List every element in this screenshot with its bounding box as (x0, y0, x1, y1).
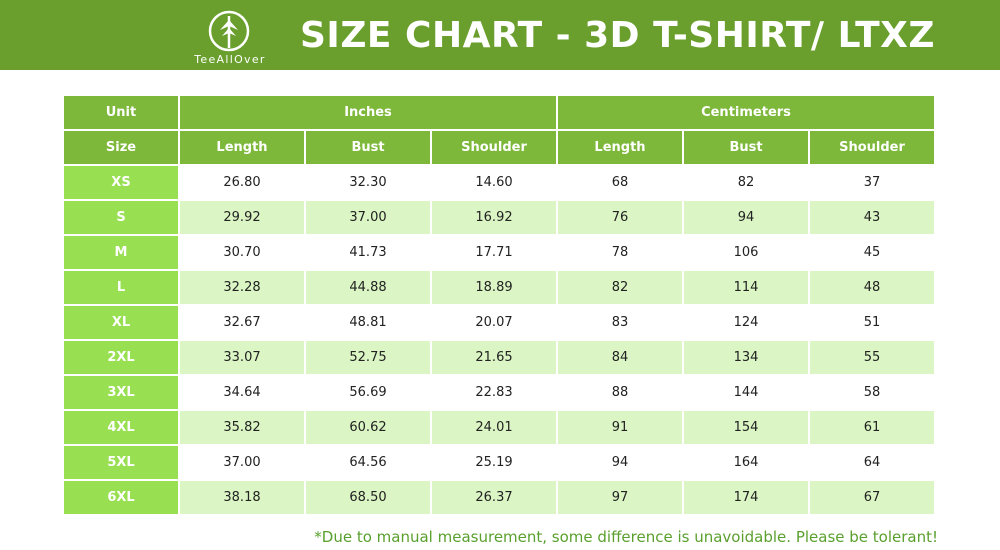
table-cell: 114 (682, 269, 810, 306)
table-cell: 45 (808, 234, 936, 271)
table-cell: 25.19 (430, 444, 558, 481)
table-cell: 32.28 (178, 269, 306, 306)
table-cell: 32.30 (304, 164, 432, 201)
table-cell: 37.00 (178, 444, 306, 481)
tree-circle-logo-icon (208, 10, 250, 52)
table-cell: 58 (808, 374, 936, 411)
table-cell: 20.07 (430, 304, 558, 341)
table-cell: 41.73 (304, 234, 432, 271)
table-cell: 94 (682, 199, 810, 236)
table-cell: 24.01 (430, 409, 558, 446)
table-cell: 60.62 (304, 409, 432, 446)
size-cell: 2XL (62, 339, 180, 376)
size-cell: S (62, 199, 180, 236)
table-row: XL 32.67 48.81 20.07 83 124 51 (62, 304, 936, 341)
table-cell: 68.50 (304, 479, 432, 516)
measurement-note: *Due to manual measurement, some differe… (314, 528, 938, 546)
table-cell: 124 (682, 304, 810, 341)
table-cell: 37 (808, 164, 936, 201)
table-cell: 97 (556, 479, 684, 516)
table-row: 3XL 34.64 56.69 22.83 88 144 58 (62, 374, 936, 411)
size-cell: 4XL (62, 409, 180, 446)
table-cell: 32.67 (178, 304, 306, 341)
size-cell: XL (62, 304, 180, 341)
table-row: 5XL 37.00 64.56 25.19 94 164 64 (62, 444, 936, 481)
column-header: Bust (682, 129, 810, 166)
size-chart-table: Unit Inches Centimeters Size Length Bust… (62, 94, 936, 516)
size-cell: M (62, 234, 180, 271)
table-row: L 32.28 44.88 18.89 82 114 48 (62, 269, 936, 306)
table-row: 2XL 33.07 52.75 21.65 84 134 55 (62, 339, 936, 376)
table-row: 6XL 38.18 68.50 26.37 97 174 67 (62, 479, 936, 516)
page-title: SIZE CHART - 3D T-SHIRT/ LTXZ (300, 15, 935, 56)
table-cell: 35.82 (178, 409, 306, 446)
table-cell: 91 (556, 409, 684, 446)
table-cell: 106 (682, 234, 810, 271)
size-cell: 5XL (62, 444, 180, 481)
table-cell: 83 (556, 304, 684, 341)
column-header: Shoulder (430, 129, 558, 166)
column-header: Bust (304, 129, 432, 166)
table-row: XS 26.80 32.30 14.60 68 82 37 (62, 164, 936, 201)
table-cell: 134 (682, 339, 810, 376)
inches-group-header: Inches (178, 94, 558, 131)
table-cell: 64.56 (304, 444, 432, 481)
table-cell: 26.80 (178, 164, 306, 201)
column-header: Length (178, 129, 306, 166)
table-cell: 48 (808, 269, 936, 306)
table-cell: 16.92 (430, 199, 558, 236)
table-cell: 30.70 (178, 234, 306, 271)
table-cell: 26.37 (430, 479, 558, 516)
centimeters-group-header: Centimeters (556, 94, 936, 131)
unit-label: Unit (62, 94, 180, 131)
table-cell: 52.75 (304, 339, 432, 376)
table-cell: 51 (808, 304, 936, 341)
table-cell: 82 (682, 164, 810, 201)
brand-name: TeeAllOver (194, 53, 266, 66)
table-cell: 18.89 (430, 269, 558, 306)
column-header: Shoulder (808, 129, 936, 166)
table-cell: 64 (808, 444, 936, 481)
size-cell: 6XL (62, 479, 180, 516)
column-header-row: Size Length Bust Shoulder Length Bust Sh… (62, 129, 936, 166)
table-cell: 44.88 (304, 269, 432, 306)
table-cell: 68 (556, 164, 684, 201)
table-cell: 82 (556, 269, 684, 306)
table-cell: 55 (808, 339, 936, 376)
column-header: Length (556, 129, 684, 166)
table-cell: 78 (556, 234, 684, 271)
unit-header-row: Unit Inches Centimeters (62, 94, 936, 131)
table-row: M 30.70 41.73 17.71 78 106 45 (62, 234, 936, 271)
size-cell: 3XL (62, 374, 180, 411)
table-cell: 34.64 (178, 374, 306, 411)
table-cell: 22.83 (430, 374, 558, 411)
table-cell: 61 (808, 409, 936, 446)
table-cell: 37.00 (304, 199, 432, 236)
table-cell: 174 (682, 479, 810, 516)
table-cell: 88 (556, 374, 684, 411)
table-cell: 38.18 (178, 479, 306, 516)
table-cell: 21.65 (430, 339, 558, 376)
table-cell: 56.69 (304, 374, 432, 411)
header-bar: TeeAllOver SIZE CHART - 3D T-SHIRT/ LTXZ (0, 0, 1000, 70)
table-cell: 164 (682, 444, 810, 481)
table-row: S 29.92 37.00 16.92 76 94 43 (62, 199, 936, 236)
table-cell: 84 (556, 339, 684, 376)
size-label: Size (62, 129, 180, 166)
table-row: 4XL 35.82 60.62 24.01 91 154 61 (62, 409, 936, 446)
table-cell: 17.71 (430, 234, 558, 271)
table-cell: 154 (682, 409, 810, 446)
table-cell: 76 (556, 199, 684, 236)
table-cell: 67 (808, 479, 936, 516)
size-cell: XS (62, 164, 180, 201)
table-cell: 33.07 (178, 339, 306, 376)
size-cell: L (62, 269, 180, 306)
table-cell: 48.81 (304, 304, 432, 341)
table-cell: 14.60 (430, 164, 558, 201)
table-cell: 94 (556, 444, 684, 481)
table-cell: 144 (682, 374, 810, 411)
table-cell: 43 (808, 199, 936, 236)
table-cell: 29.92 (178, 199, 306, 236)
brand-logo: TeeAllOver (180, 6, 280, 66)
